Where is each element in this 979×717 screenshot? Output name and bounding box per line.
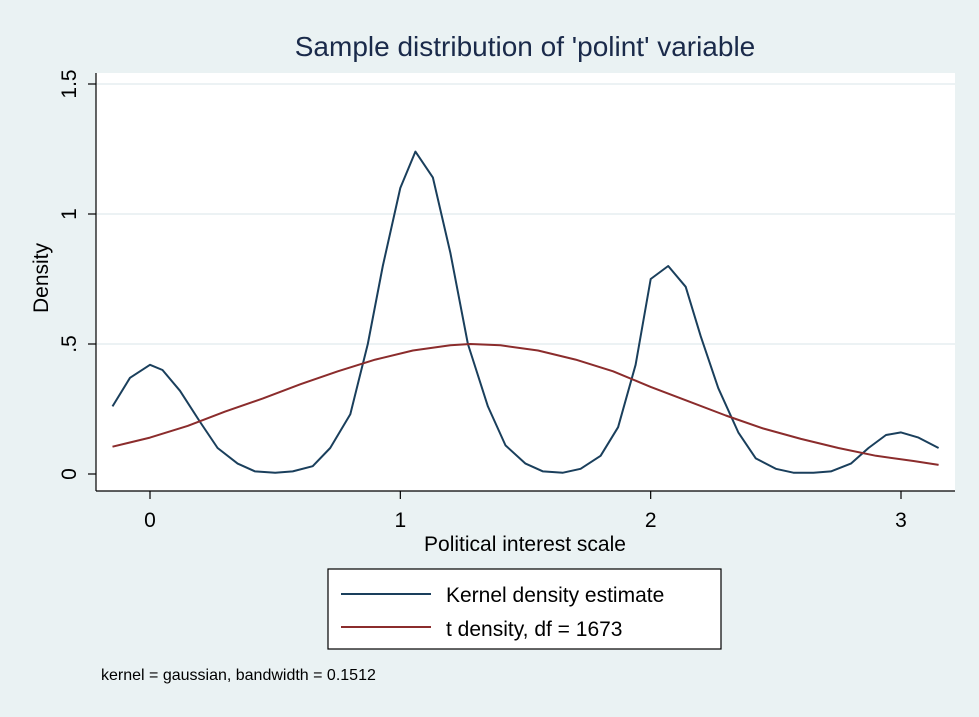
- legend-box: [327, 568, 722, 650]
- y-axis-label: Density: [30, 242, 53, 313]
- legend: Kernel density estimate t density, df = …: [327, 568, 722, 650]
- x-axis-label: Political interest scale: [424, 533, 626, 556]
- t-density-line: [112, 343, 939, 466]
- x-axis-ticks: 0 1 2 3: [144, 491, 907, 532]
- x-tick-label: 0: [144, 509, 156, 532]
- x-tick-label: 2: [645, 509, 657, 532]
- chart-note: kernel = gaussian, bandwidth = 0.1512: [101, 667, 376, 684]
- x-tick-label: 1: [394, 509, 406, 532]
- y-tick-label: 0: [58, 468, 81, 480]
- x-tick-label: 3: [895, 509, 907, 532]
- grid-lines: [96, 83, 955, 345]
- y-tick-label: 1.5: [58, 69, 81, 98]
- kernel-density-line: [111, 150, 940, 474]
- chart-title: Sample distribution of 'polint' variable: [295, 31, 756, 62]
- legend-label-t-density: t density, df = 1673: [446, 618, 622, 641]
- plot-area: [96, 73, 955, 491]
- y-tick-label: 1: [58, 208, 81, 220]
- series-layer: [111, 150, 940, 474]
- y-axis-ticks: 0 .5 1 1.5: [58, 69, 96, 480]
- legend-label-kernel: Kernel density estimate: [446, 584, 664, 607]
- y-tick-label: .5: [58, 335, 81, 353]
